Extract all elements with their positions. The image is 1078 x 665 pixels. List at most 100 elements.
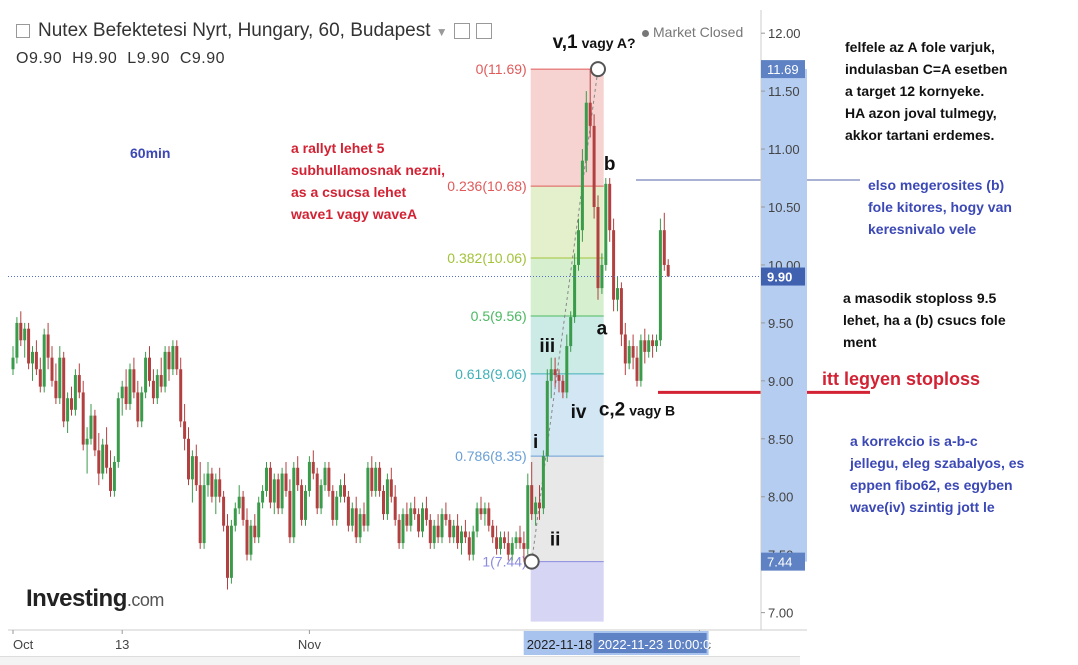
candle-body: [136, 392, 140, 422]
candle-body: [506, 543, 510, 555]
candle-body: [112, 461, 116, 491]
candle-body: [612, 230, 616, 300]
candle-body: [475, 508, 479, 532]
candle-body: [249, 525, 253, 555]
candle-body: [385, 479, 389, 515]
candle-body: [280, 473, 284, 509]
correction-note-line: a korrekcio is a-b-c: [850, 433, 978, 449]
correction-note-line: wave(iv) szintig jott le: [850, 499, 995, 515]
high-value: H9.90: [72, 50, 118, 67]
candle-body: [561, 380, 565, 393]
time-tick-label: Nov: [298, 637, 322, 652]
candle-body: [495, 537, 499, 549]
wave-label: a: [597, 318, 608, 339]
candle-body: [499, 537, 502, 549]
gear-icon[interactable]: [475, 22, 492, 39]
candle-body: [233, 508, 237, 526]
rally-note-line: as a csucsa lehet: [291, 184, 407, 200]
price-tag: [761, 60, 805, 79]
candle-body: [194, 456, 198, 486]
candle-body: [101, 444, 105, 474]
bottom-toolbar[interactable]: [0, 656, 800, 665]
target-note-line: felfele az A fole varjuk,: [845, 39, 995, 55]
low-value: L9.90: [127, 50, 170, 67]
candle-body: [89, 415, 93, 439]
status-dot-icon: [642, 29, 649, 37]
confirmation-note-line: keresnivalo vele: [868, 221, 977, 237]
plot-background: [8, 10, 761, 630]
fib-level-label: 0.5(9.56): [471, 308, 527, 324]
candle-body: [257, 502, 261, 538]
target-note: felfele az A fole varjuk, indulasban C=A…: [845, 36, 1007, 146]
candle-body: [627, 346, 631, 364]
wave-label: iv: [571, 402, 587, 423]
current-price-tag: [761, 267, 805, 286]
candle-body: [662, 230, 666, 265]
candle-body: [370, 467, 374, 491]
candle-body: [272, 479, 276, 503]
candle-body: [210, 473, 214, 497]
fib-anchor-handle: [523, 553, 540, 570]
eye-icon[interactable]: [453, 22, 470, 39]
candle-body: [635, 357, 639, 381]
price-tick-label: 11.00: [768, 142, 800, 157]
time-tick-label: 13: [115, 637, 129, 652]
candle-body: [73, 375, 77, 410]
wave-label: iii: [539, 336, 555, 357]
correction-note-line: jellegu, eleg szabalyos, es: [850, 455, 1025, 471]
candle-body: [565, 346, 569, 393]
candle-body: [58, 357, 62, 399]
candle-body: [38, 369, 42, 387]
current-price-tag-label: 9.90: [767, 270, 792, 285]
time-range-start-label: 2022-11-18: [527, 637, 593, 652]
price-axis[interactable]: 12.0011.5011.0010.5010.009.509.008.508.0…: [760, 10, 807, 630]
candle-body: [378, 467, 382, 491]
candles: [11, 69, 670, 590]
candle-body: [81, 392, 85, 445]
target-note-line: indulasban C=A esetben: [845, 61, 1008, 77]
candle-body: [151, 380, 155, 399]
candle-body: [362, 514, 366, 526]
wave-label: b: [604, 154, 616, 175]
close-value: C9.90: [179, 50, 226, 67]
second-stoploss-note: a masodik stoploss 9.5 lehet, ha a (b) c…: [843, 287, 1006, 353]
second-stoploss-note-line: ment: [843, 334, 877, 350]
candle-body: [276, 479, 280, 509]
candle-body: [140, 392, 144, 422]
candle-body: [393, 496, 397, 520]
confirmation-note: elso megerosites (b) fole kitores, hogy …: [868, 174, 1012, 240]
candle-body: [421, 508, 424, 532]
candle-body: [655, 340, 658, 347]
second-stoploss-note-line: lehet, ha a (b) csucs fole: [843, 312, 1006, 328]
candle-body: [237, 496, 241, 509]
candle-body: [62, 357, 66, 422]
rally-note-line: wave1 vagy waveA: [291, 206, 418, 222]
collapse-icon[interactable]: [16, 23, 30, 38]
chevron-down-icon[interactable]: ▼: [435, 25, 448, 39]
target-note-line: a target 12 kornyeke.: [845, 83, 985, 99]
candle-body: [167, 351, 171, 370]
candle-body: [651, 340, 655, 347]
candle-body: [300, 485, 304, 520]
candle-body: [27, 328, 31, 364]
candle-body: [666, 264, 670, 277]
candle-body: [148, 357, 151, 381]
candle-body: [315, 473, 319, 509]
candle-body: [34, 351, 38, 370]
candle-body: [77, 375, 81, 393]
candle-body: [93, 415, 97, 451]
candle-body: [374, 467, 378, 491]
candle-body: [413, 508, 417, 515]
candle-body: [253, 525, 257, 538]
candle-body: [304, 490, 307, 520]
market-status-text: Market Closed: [653, 24, 744, 40]
wave-label-suffix: vagy A?: [582, 35, 636, 51]
candle-body: [616, 288, 619, 300]
candle-body: [335, 496, 339, 520]
ohlc-values: O9.90 H9.90 L9.90 C9.90: [16, 50, 235, 68]
market-status: Market Closed: [642, 24, 743, 40]
candle-body: [639, 340, 643, 381]
candle-body: [331, 490, 335, 520]
